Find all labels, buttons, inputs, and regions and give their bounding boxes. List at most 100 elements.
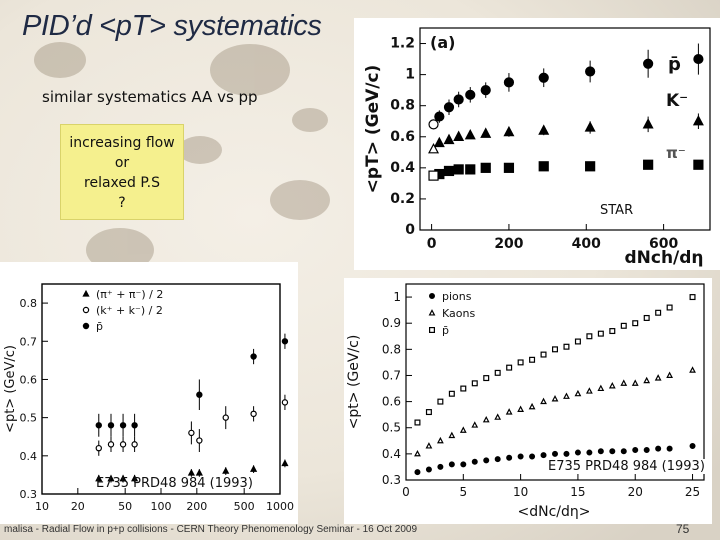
y-tick-label: 0.4 xyxy=(20,450,38,463)
y-axis-label: <pt> (GeV/c) xyxy=(346,335,362,430)
data-point xyxy=(281,338,289,345)
data-point xyxy=(563,450,570,457)
y-axis-label: <pt> (GeV/c) xyxy=(3,345,18,433)
slide-subtitle: similar systematics AA vs pp xyxy=(42,88,258,106)
data-point xyxy=(631,379,639,386)
data-point xyxy=(503,125,515,137)
data-point xyxy=(643,58,654,69)
data-point xyxy=(597,384,605,392)
x-tick-label: 200 xyxy=(494,236,523,252)
data-point xyxy=(453,164,464,175)
data-point xyxy=(425,409,432,416)
y-tick-label: 0.6 xyxy=(390,129,415,145)
data-point xyxy=(666,304,673,311)
data-point xyxy=(465,89,476,100)
data-point xyxy=(654,374,662,381)
data-point xyxy=(250,465,258,472)
data-point xyxy=(528,402,536,410)
data-point xyxy=(187,468,195,476)
legend-marker xyxy=(428,326,435,333)
y-tick-label: 0.6 xyxy=(20,373,38,386)
x-axis-label: dNch/dη xyxy=(624,248,703,268)
data-point xyxy=(480,162,491,173)
y-tick-label: 0.5 xyxy=(20,412,38,425)
data-points xyxy=(95,333,289,483)
data-points xyxy=(428,43,704,181)
y-tick-label: 0.8 xyxy=(382,342,401,356)
data-point xyxy=(574,449,581,456)
data-point xyxy=(196,437,203,444)
data-point xyxy=(503,77,515,88)
series-label-kminus: K⁻ xyxy=(666,91,688,111)
footer: malisa - Radial Flow in p+p collisions -… xyxy=(4,524,418,535)
legend: (π⁺ + π⁻) / 2 (k⁺ + k⁻) / 2 p̄ xyxy=(82,288,163,333)
y-tick-label: 1 xyxy=(393,290,401,304)
x-tick-label: 0 xyxy=(402,485,410,499)
x-tick-label: 5 xyxy=(459,485,467,499)
data-point xyxy=(119,441,127,448)
data-point xyxy=(642,118,654,129)
y-tick-label: 1.2 xyxy=(390,36,415,52)
y-tick-label: 0.9 xyxy=(382,316,401,330)
legend-label: p̄ xyxy=(96,320,103,333)
series-label-pbar: p̄ xyxy=(668,54,681,75)
data-point xyxy=(433,136,445,148)
legend-marker xyxy=(428,309,436,316)
data-point xyxy=(250,353,257,360)
legend: pions Kaons p̄ xyxy=(428,290,475,337)
data-point xyxy=(281,399,289,406)
e735-left-panel: 10 20 50 100 200 500 1000 0.3 0.4 0.5 0.6 0.7 0.8 <pt… xyxy=(0,262,298,524)
x-tick-label: 100 xyxy=(151,500,172,513)
x-tick-label: 25 xyxy=(685,485,700,499)
data-point xyxy=(250,410,257,418)
data-point xyxy=(643,376,651,384)
data-point xyxy=(494,413,502,420)
e735-left-label: E735 PRD48 984 (1993) xyxy=(96,476,253,491)
x-tick-label: 15 xyxy=(570,485,585,499)
data-point xyxy=(563,392,570,399)
data-point xyxy=(425,466,432,473)
y-tick-label: 0.5 xyxy=(382,421,401,435)
plot-frame xyxy=(419,27,711,231)
data-point xyxy=(437,398,444,405)
data-point xyxy=(689,443,696,450)
data-point xyxy=(188,429,195,437)
data-point xyxy=(436,436,444,444)
plot-frame xyxy=(405,283,705,481)
y-tick-label: 0.2 xyxy=(390,191,415,207)
data-point xyxy=(448,461,455,468)
data-point xyxy=(666,371,674,378)
data-point xyxy=(425,442,433,449)
data-point xyxy=(95,474,103,482)
data-point xyxy=(131,474,139,482)
slide-title: PID’d <pT> systematics xyxy=(22,10,322,42)
legend-marker xyxy=(82,306,90,314)
page-number: 75 xyxy=(676,522,690,536)
data-point xyxy=(483,375,490,382)
data-point xyxy=(538,72,549,83)
data-point xyxy=(471,380,478,387)
y-tick-label: 0.6 xyxy=(382,395,401,409)
data-point xyxy=(119,474,127,482)
data-point xyxy=(443,133,455,145)
y-tick-label: 0.7 xyxy=(20,335,38,348)
data-point xyxy=(443,102,455,113)
x-tick-label: 1000 xyxy=(266,500,294,513)
data-point xyxy=(552,346,559,353)
y-tick-label: 1 xyxy=(405,67,415,83)
data-point xyxy=(643,446,650,453)
data-point xyxy=(195,468,203,476)
axes: 10 20 50 100 200 500 1000 0.3 0.4 0.5 0.6 0.7 0.8 <pt… xyxy=(3,283,294,513)
data-point xyxy=(460,385,467,392)
data-point xyxy=(95,444,102,452)
y-tick-label: 0.8 xyxy=(20,297,38,310)
data-point xyxy=(196,391,203,398)
note-line: ? xyxy=(118,195,126,211)
data-point xyxy=(414,469,421,476)
data-point xyxy=(632,446,639,453)
data-point xyxy=(443,165,455,177)
data-point xyxy=(551,395,559,402)
data-point xyxy=(608,381,616,389)
data-point xyxy=(540,452,547,459)
e735-right-panel: 0 5 10 15 20 25 0.3 0.4 0.5 0.6 0.7 0.8 0.9 1 <pt> (Ge… xyxy=(344,278,712,524)
